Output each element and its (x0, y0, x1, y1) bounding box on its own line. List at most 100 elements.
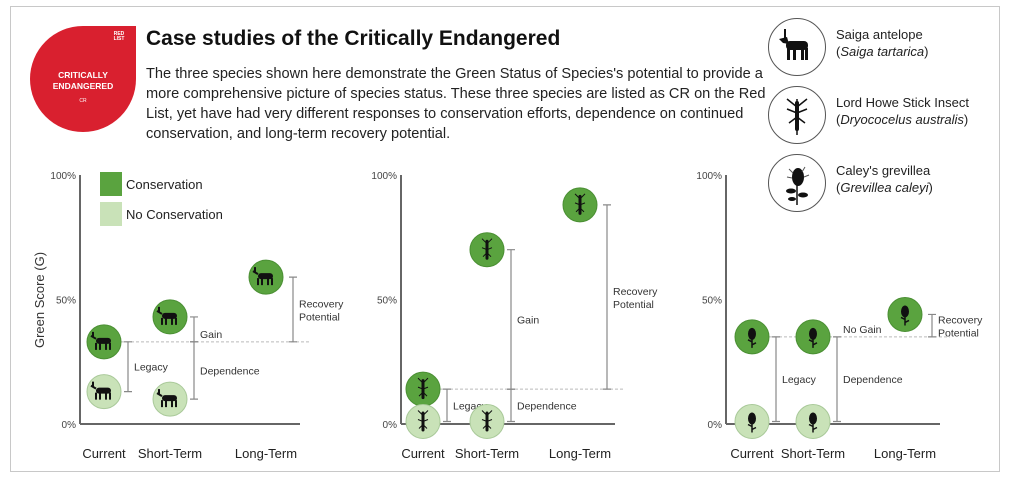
grevillea-icon-stem (900, 316, 910, 326)
annotation-label: Gain (200, 329, 222, 341)
grevillea-icon (748, 327, 756, 340)
species-scientific-name: Grevillea caleyi (840, 180, 929, 195)
stick-insect-icon-legs (417, 410, 429, 429)
antelope-icon-legs (90, 381, 111, 400)
point-conservation (86, 324, 122, 360)
species-common-name: Saiga antelope (836, 27, 923, 42)
annotation-label: Gain (517, 314, 539, 326)
x-tick-label: Current (730, 446, 774, 461)
badge-code: CR (79, 98, 87, 104)
badge-line2: ENDANGERED (52, 81, 114, 91)
chart-0: 0% 50% 100% Current Short-Term Long-Term Green… (32, 171, 344, 461)
x-tick-label: Current (82, 446, 126, 461)
stick-insect-icon (768, 86, 826, 144)
annotation-label: Potential (299, 311, 340, 323)
bracket (124, 341, 132, 393)
grevillea-icon-stem (747, 338, 757, 348)
x-tick-label: Long-Term (235, 446, 297, 461)
bracket (507, 249, 515, 390)
point-conservation (887, 296, 923, 332)
y-tick-label: 100% (50, 171, 76, 182)
annotation-label: Potential (613, 299, 654, 311)
point-no-conservation (795, 404, 831, 440)
point-conservation (248, 259, 284, 295)
y-tick-label: 50% (56, 296, 76, 307)
point-conservation (469, 232, 505, 268)
legend-label-no-conservation: No Conservation (126, 207, 223, 222)
point-conservation (152, 299, 188, 335)
bracket (190, 341, 198, 400)
badge-line1: CRITICALLY (58, 70, 108, 80)
chart-2: 0% 50% 100% Current Short-Term Long-Term Legac… (696, 171, 983, 461)
annotation-label: Dependence (200, 365, 260, 377)
annotation-label: Recovery (299, 298, 344, 310)
y-tick-label: 0% (708, 420, 723, 431)
bracket (928, 313, 936, 338)
chart-1: 0%50%100%Current Short-Term Long-TermLegac… (371, 171, 658, 461)
annotation-label: Potential (938, 328, 979, 340)
red-list-logo: RED LIST (113, 31, 125, 42)
bracket (443, 388, 451, 423)
y-tick-label: 0% (383, 420, 398, 431)
point-conservation (795, 319, 831, 355)
x-tick-label: Long-Term (874, 446, 936, 461)
species-scientific-name: Saiga tartarica (840, 44, 925, 59)
point-no-conservation (405, 404, 441, 440)
point-no-conservation (734, 404, 770, 440)
point-no-conservation (86, 374, 122, 410)
y-tick-label: 0% (62, 420, 77, 431)
legend-swatch-conservation (100, 172, 122, 196)
point-conservation (562, 187, 598, 223)
point-no-conservation (152, 381, 188, 417)
y-tick-label: 50% (377, 296, 397, 307)
point-no-conservation (469, 404, 505, 440)
annotation-label: No Gain (843, 324, 882, 336)
page-title: Case studies of the Critically Endangere… (146, 27, 561, 50)
antelope-icon (96, 387, 111, 394)
grevillea-icon (901, 305, 909, 318)
species-legend-grevillea: Caley's grevillea (Grevillea caleyi) (768, 154, 998, 214)
x-tick-label: Short-Term (138, 446, 202, 461)
stick-insect-icon-legs (481, 410, 493, 429)
species-common-name: Lord Howe Stick Insect (836, 95, 969, 110)
critically-endangered-badge: RED LIST CRITICALLY ENDANGERED CR (30, 26, 136, 132)
antelope-icon (162, 395, 177, 402)
species-common-name: Caley's grevillea (836, 163, 931, 178)
description: The three species shown here demonstrate… (146, 66, 766, 142)
bracket (833, 336, 841, 423)
point-conservation (405, 371, 441, 407)
bracket (190, 316, 198, 343)
annotation-label: Recovery (613, 286, 658, 298)
annotation-label: Dependence (843, 374, 903, 386)
legend-swatch-no-conservation (100, 202, 122, 226)
infographic-frame (10, 6, 1000, 472)
annotation-label: Recovery (938, 315, 983, 327)
grevillea-icon-stem (808, 338, 818, 348)
y-axis-label: Green Score (G) (32, 252, 47, 348)
x-tick-label: Short-Term (781, 446, 845, 461)
grevillea-icon (809, 412, 817, 425)
stick-insect-icon-legs (481, 238, 493, 258)
stick-insect-icon-legs (417, 377, 429, 397)
legend-label-conservation: Conservation (126, 177, 203, 192)
annotation-label: Dependence (517, 400, 577, 412)
species-legend-stick-insect: Lord Howe Stick Insect (Dryococelus austr… (768, 86, 998, 146)
grevillea-icon (748, 412, 756, 425)
annotation-label: Legacy (134, 362, 169, 374)
antelope-icon (768, 18, 826, 76)
stick-insect-icon-legs (574, 193, 586, 213)
bracket (772, 336, 780, 423)
stick-insect-icon (485, 239, 489, 260)
y-tick-label: 100% (371, 171, 397, 182)
antelope-icon (96, 337, 111, 344)
bracket (507, 388, 515, 423)
antelope-icon-legs (90, 331, 111, 350)
y-tick-label: 100% (696, 171, 722, 182)
grevillea-icon (768, 154, 826, 212)
species-legend-saiga: Saiga antelope (Saiga tartarica) (768, 18, 998, 78)
x-tick-label: Current (401, 446, 445, 461)
point-conservation (734, 319, 770, 355)
bracket (603, 204, 611, 390)
antelope-icon-legs (156, 306, 177, 325)
